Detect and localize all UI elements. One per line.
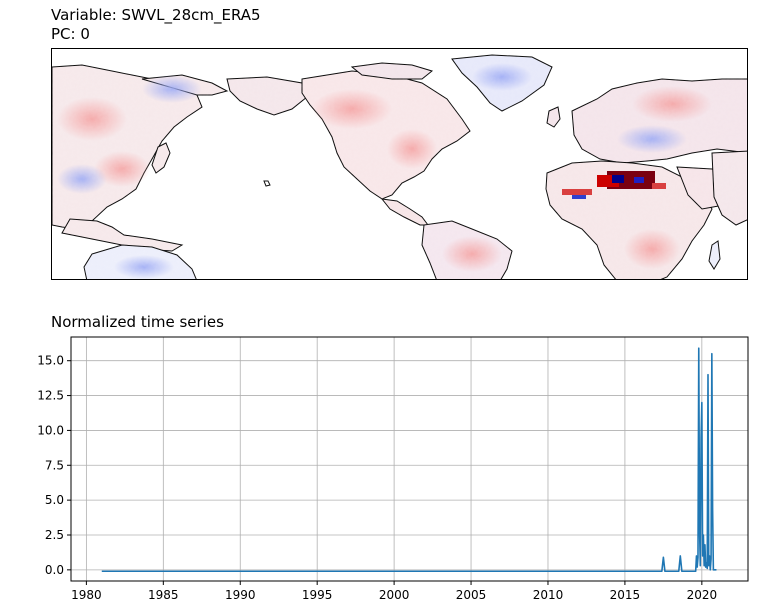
x-tick-label: 2010: [533, 588, 564, 602]
x-tick-label: 1995: [302, 588, 333, 602]
series-group: [101, 347, 717, 573]
sahara-anomaly: [562, 171, 666, 199]
x-tick-label: 2000: [379, 588, 410, 602]
y-tick-label: 2.5: [45, 528, 64, 542]
y-axis: 0.0 2.5 5.0 7.5 10.0 12.5 15.0: [37, 354, 71, 577]
x-axis: 1980 1985 1990 1995 2000 2005 2010 2015 2020: [71, 581, 717, 602]
series-line: [101, 347, 717, 573]
x-tick-label: 2015: [610, 588, 641, 602]
map-title: Variable: SWVL_28cm_ERA5: [51, 6, 261, 24]
y-tick-label: 0.0: [45, 563, 64, 577]
y-tick-label: 12.5: [37, 389, 64, 403]
x-tick-label: 1985: [148, 588, 179, 602]
plot-frame: [70, 336, 749, 582]
timeseries-title: Normalized time series: [51, 313, 224, 331]
x-tick-label: 1990: [225, 588, 256, 602]
map-panel: [51, 48, 748, 280]
x-tick-label: 2005: [456, 588, 487, 602]
map-subtitle: PC: 0: [51, 25, 90, 43]
grid-lines: [71, 337, 748, 581]
x-tick-label: 2020: [687, 588, 718, 602]
y-tick-label: 10.0: [37, 423, 64, 437]
y-tick-label: 5.0: [45, 493, 64, 507]
y-tick-label: 15.0: [37, 354, 64, 368]
y-tick-label: 7.5: [45, 458, 64, 472]
anomaly-map: [52, 49, 747, 279]
x-tick-label: 1980: [71, 588, 102, 602]
